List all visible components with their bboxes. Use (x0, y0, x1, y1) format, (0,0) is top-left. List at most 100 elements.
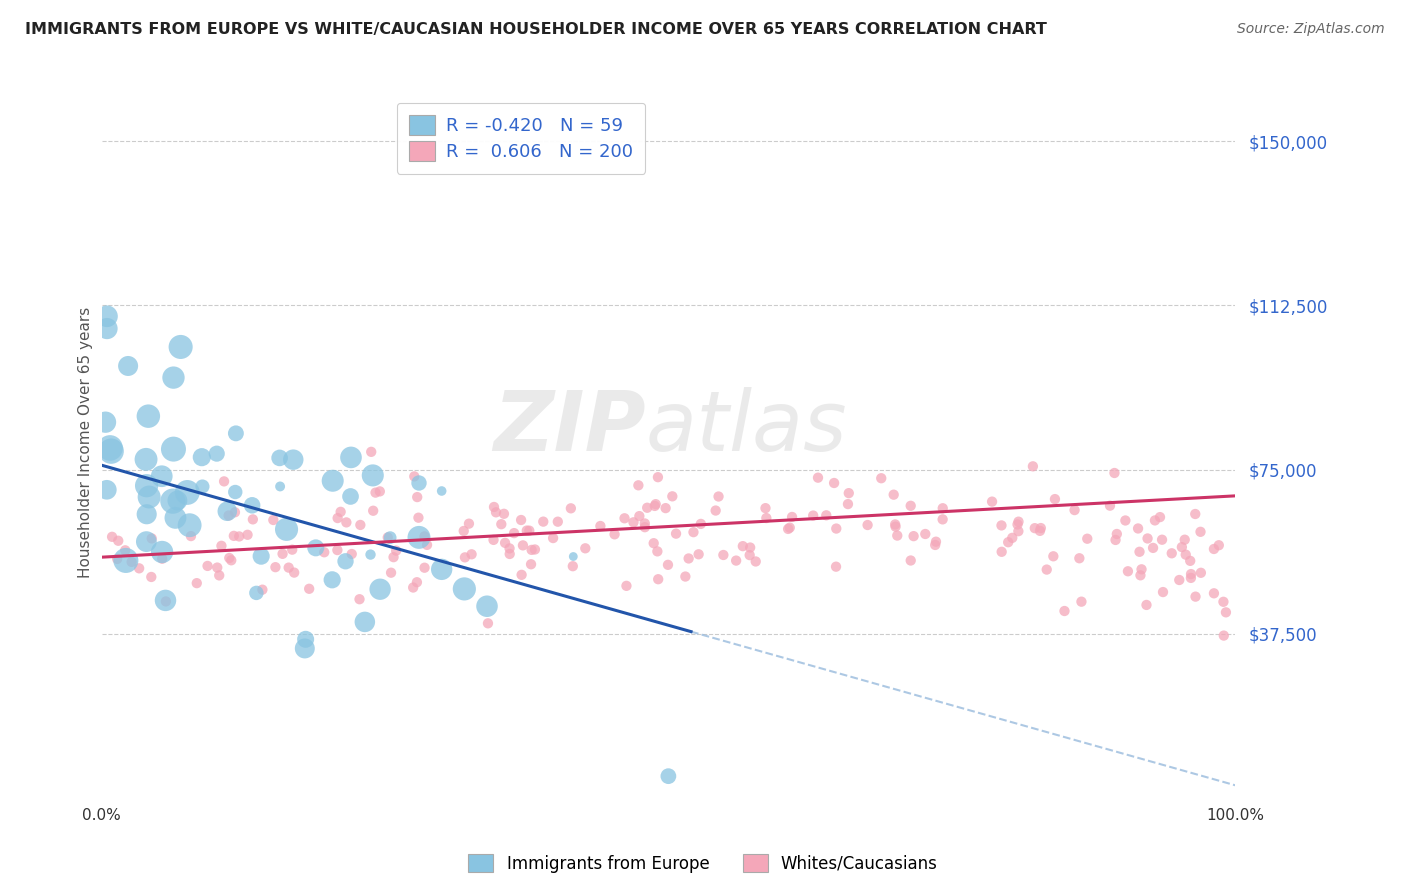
Point (731, 539, 754, 553)
Point (1029, 524, 1052, 538)
Point (1024, 521, 1046, 535)
Point (665, 526, 688, 541)
Point (707, 490, 730, 504)
Point (135, 508, 157, 522)
Point (191, 479, 214, 493)
Point (815, 508, 838, 523)
Point (485, 505, 508, 519)
Point (360, 445, 382, 459)
Point (150, 545, 173, 559)
Point (657, 769, 679, 783)
Point (1180, 554, 1202, 568)
Point (1126, 521, 1149, 535)
Point (349, 592, 371, 607)
Point (738, 548, 761, 562)
Point (141, 570, 163, 584)
Point (197, 558, 219, 573)
Point (115, 553, 138, 567)
Point (276, 522, 298, 536)
Point (1149, 510, 1171, 524)
Point (1142, 541, 1164, 555)
Point (1053, 604, 1076, 618)
Point (494, 536, 516, 550)
Point (166, 493, 188, 508)
Point (1105, 527, 1128, 541)
Y-axis label: Householder Income Over 65 years: Householder Income Over 65 years (79, 307, 93, 578)
Point (510, 567, 533, 582)
Legend: R = -0.420   N = 59, R =  0.606   N = 200: R = -0.420 N = 59, R = 0.606 N = 200 (396, 103, 645, 174)
Point (1168, 573, 1191, 587)
Point (1136, 532, 1159, 546)
Point (294, 641, 316, 656)
Point (1007, 524, 1029, 539)
Point (326, 543, 349, 558)
Point (208, 568, 231, 582)
Point (647, 470, 669, 484)
Point (453, 582, 475, 596)
Point (623, 516, 645, 530)
Point (1208, 538, 1230, 552)
Point (314, 545, 336, 559)
Point (562, 549, 585, 564)
Point (240, 498, 263, 512)
Point (100, 444, 122, 458)
Point (807, 471, 830, 485)
Point (627, 478, 650, 492)
Point (1212, 595, 1234, 609)
Point (1116, 564, 1139, 578)
Point (209, 539, 232, 553)
Point (413, 529, 436, 543)
Point (150, 469, 173, 483)
Point (360, 548, 382, 562)
Point (141, 532, 163, 546)
Point (1150, 533, 1173, 547)
Point (281, 542, 304, 557)
Point (740, 541, 762, 555)
Point (1143, 513, 1166, 527)
Point (925, 534, 948, 549)
Point (128, 561, 150, 575)
Point (339, 490, 361, 504)
Point (482, 533, 505, 547)
Point (406, 490, 429, 504)
Point (801, 508, 824, 523)
Point (1042, 549, 1064, 564)
Point (503, 526, 526, 541)
Point (673, 569, 696, 583)
Point (242, 512, 264, 526)
Text: Source: ZipAtlas.com: Source: ZipAtlas.com (1237, 22, 1385, 37)
Point (252, 582, 274, 597)
Point (823, 475, 845, 490)
Point (364, 485, 387, 500)
Point (162, 494, 184, 508)
Point (778, 522, 800, 536)
Point (1202, 541, 1225, 556)
Point (368, 484, 391, 499)
Point (914, 527, 936, 541)
Point (654, 501, 676, 516)
Point (603, 527, 626, 541)
Point (277, 560, 299, 574)
Point (1160, 546, 1182, 560)
Point (408, 510, 430, 524)
Point (725, 553, 748, 567)
Text: IMMIGRANTS FROM EUROPE VS WHITE/CAUCASIAN HOUSEHOLDER INCOME OVER 65 YEARS CORRE: IMMIGRANTS FROM EUROPE VS WHITE/CAUCASIA… (25, 22, 1047, 37)
Point (101, 530, 124, 544)
Text: ZIP: ZIP (494, 387, 645, 468)
Point (205, 447, 228, 461)
Point (430, 483, 453, 498)
Point (402, 581, 425, 595)
Point (155, 594, 177, 608)
Point (1001, 531, 1024, 545)
Point (1104, 466, 1126, 480)
Point (135, 452, 157, 467)
Point (162, 442, 184, 457)
Point (207, 560, 229, 574)
Point (135, 478, 157, 492)
Point (224, 485, 246, 500)
Point (219, 553, 242, 567)
Point (271, 547, 294, 561)
Point (644, 497, 666, 511)
Point (1215, 605, 1237, 619)
Point (114, 543, 136, 558)
